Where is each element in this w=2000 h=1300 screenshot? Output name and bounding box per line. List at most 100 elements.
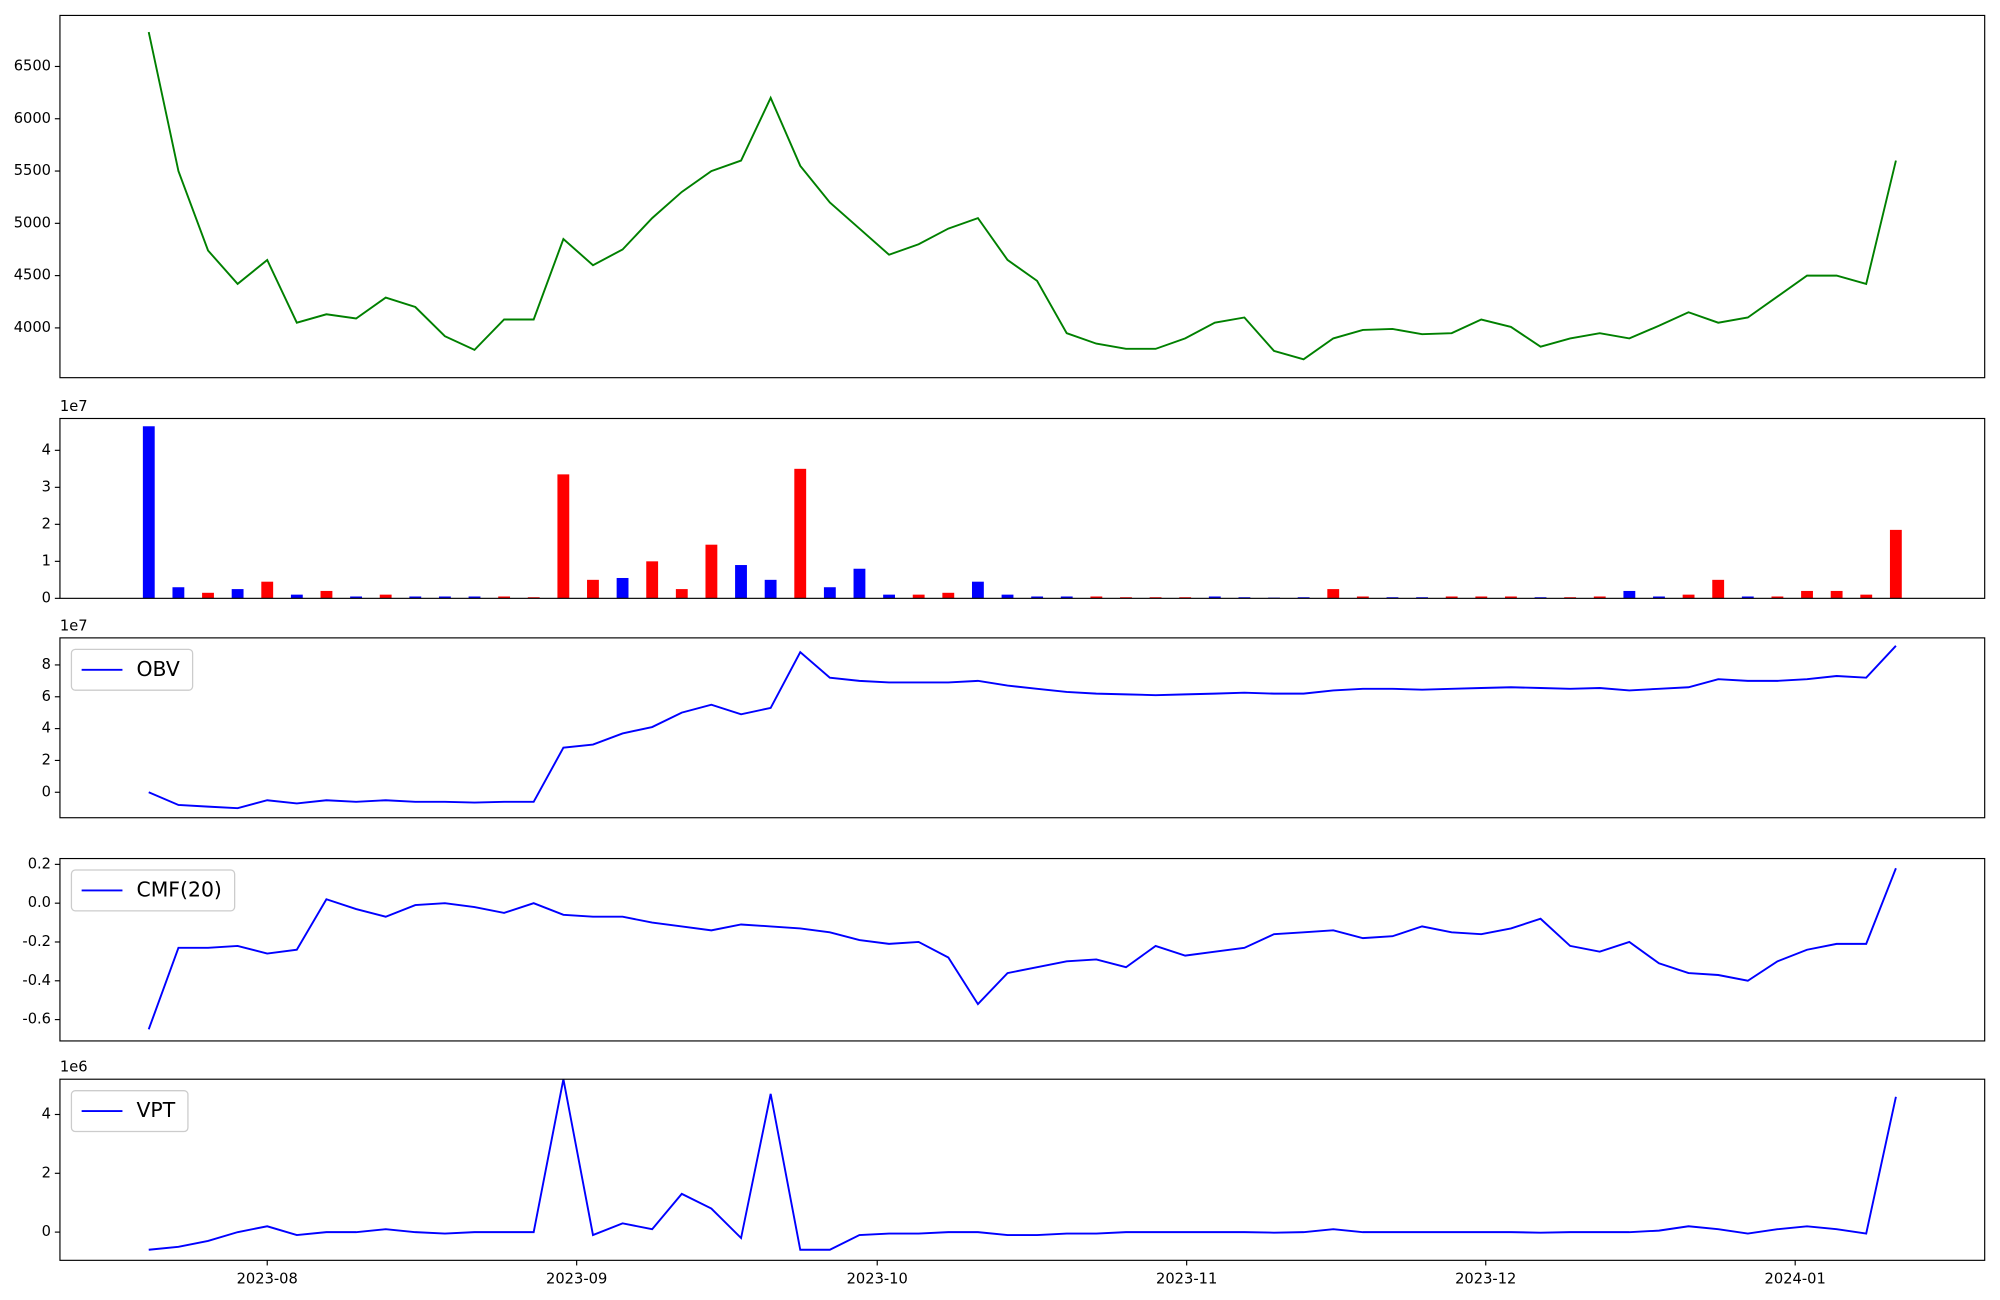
bar <box>379 594 392 599</box>
y-tick-label: -0.6 <box>22 1011 51 1028</box>
axes-frame <box>59 417 1986 599</box>
bar <box>320 590 333 599</box>
bar <box>1653 596 1665 599</box>
y-tick-label: 4 <box>42 441 51 458</box>
y-tick-label: 0 <box>42 589 51 606</box>
bar <box>587 579 599 599</box>
bar <box>468 596 481 599</box>
bar <box>971 581 984 599</box>
y-tick-label: 4 <box>42 720 51 737</box>
y-tick-label: 2 <box>42 1164 51 1181</box>
x-tick-label: 2023-09 <box>546 1270 607 1287</box>
bar <box>764 579 777 599</box>
bar <box>1623 590 1636 599</box>
x-tick-label: 2023-12 <box>1455 1270 1516 1287</box>
y-tick-label: 1 <box>42 552 51 569</box>
bar <box>1889 529 1902 599</box>
bar <box>1801 590 1813 599</box>
bar <box>675 589 688 599</box>
y-tick-label: 4000 <box>14 319 51 336</box>
x-tick-label: 2023-08 <box>237 1270 298 1287</box>
bar <box>942 592 955 599</box>
y-tick-label: 6000 <box>14 110 51 127</box>
legend: OBV <box>70 648 194 691</box>
bar <box>1090 596 1103 599</box>
bar <box>1031 596 1044 599</box>
bar <box>705 544 718 599</box>
offset-label: 1e6 <box>60 1059 88 1076</box>
axes-frame <box>59 14 1986 379</box>
bar <box>202 592 214 599</box>
bar <box>912 594 925 599</box>
bar <box>1504 596 1517 599</box>
y-tick-label: 8 <box>42 656 51 673</box>
bar <box>794 468 807 599</box>
legend-box <box>70 648 194 691</box>
line <box>147 867 1897 1030</box>
legend-label: VPT <box>136 1098 175 1122</box>
bar <box>557 474 570 599</box>
bar <box>409 596 422 599</box>
bar <box>616 577 629 599</box>
y-tick-label: 2 <box>42 751 51 768</box>
bar <box>1593 596 1606 599</box>
bar <box>1001 594 1014 599</box>
y-tick-label: 3 <box>42 478 51 495</box>
legend-label: CMF(20) <box>136 877 221 901</box>
legend-label: OBV <box>136 657 179 681</box>
line <box>147 31 1897 361</box>
axes-frame <box>59 1078 1986 1261</box>
bar <box>1771 596 1784 599</box>
legend: VPT <box>70 1090 189 1133</box>
y-tick-label: 4 <box>42 1105 51 1122</box>
bar <box>438 596 451 599</box>
bar <box>1712 579 1725 599</box>
y-tick-label: 6 <box>42 688 51 705</box>
y-tick-label: 0.2 <box>28 855 51 872</box>
y-tick-label: 0.0 <box>28 894 51 911</box>
axes-frame <box>59 637 1986 819</box>
y-tick-label: 0 <box>42 1223 51 1240</box>
bar <box>261 581 274 599</box>
bar <box>231 589 244 599</box>
line <box>148 1079 1897 1251</box>
x-tick-label: 2023-10 <box>847 1270 908 1287</box>
bar <box>1445 596 1458 599</box>
bar <box>1356 596 1369 599</box>
bar <box>1682 594 1695 599</box>
y-tick-label: -0.2 <box>22 933 51 950</box>
bar <box>1327 589 1340 599</box>
legend: CMF(20) <box>70 869 236 912</box>
y-tick-label: 2 <box>42 515 51 532</box>
y-tick-label: 0 <box>42 783 51 800</box>
bar <box>1830 590 1843 599</box>
bar <box>1208 596 1221 599</box>
line <box>148 645 1897 810</box>
legend-box <box>70 1090 189 1133</box>
bar <box>1060 596 1073 599</box>
axes-frame <box>59 857 1986 1042</box>
bar <box>172 587 185 599</box>
bar <box>1860 594 1873 599</box>
y-tick-label: 4500 <box>14 267 51 284</box>
bar <box>350 596 362 599</box>
bar <box>1475 596 1488 599</box>
bar <box>883 594 895 599</box>
y-tick-label: 6500 <box>14 57 51 74</box>
y-tick-label: -0.4 <box>22 972 51 989</box>
bar <box>646 561 659 599</box>
offset-label: 1e7 <box>60 398 88 415</box>
y-tick-label: 5500 <box>14 162 51 179</box>
bar <box>1741 596 1754 599</box>
offset-label: 1e7 <box>60 617 88 634</box>
bar <box>290 594 303 599</box>
bar <box>735 565 747 599</box>
legend-box <box>70 869 236 912</box>
bar <box>823 587 836 599</box>
x-tick-label: 2023-11 <box>1156 1270 1217 1287</box>
bar <box>142 426 155 599</box>
x-tick-label: 2024-01 <box>1765 1270 1826 1287</box>
bar <box>853 568 866 599</box>
